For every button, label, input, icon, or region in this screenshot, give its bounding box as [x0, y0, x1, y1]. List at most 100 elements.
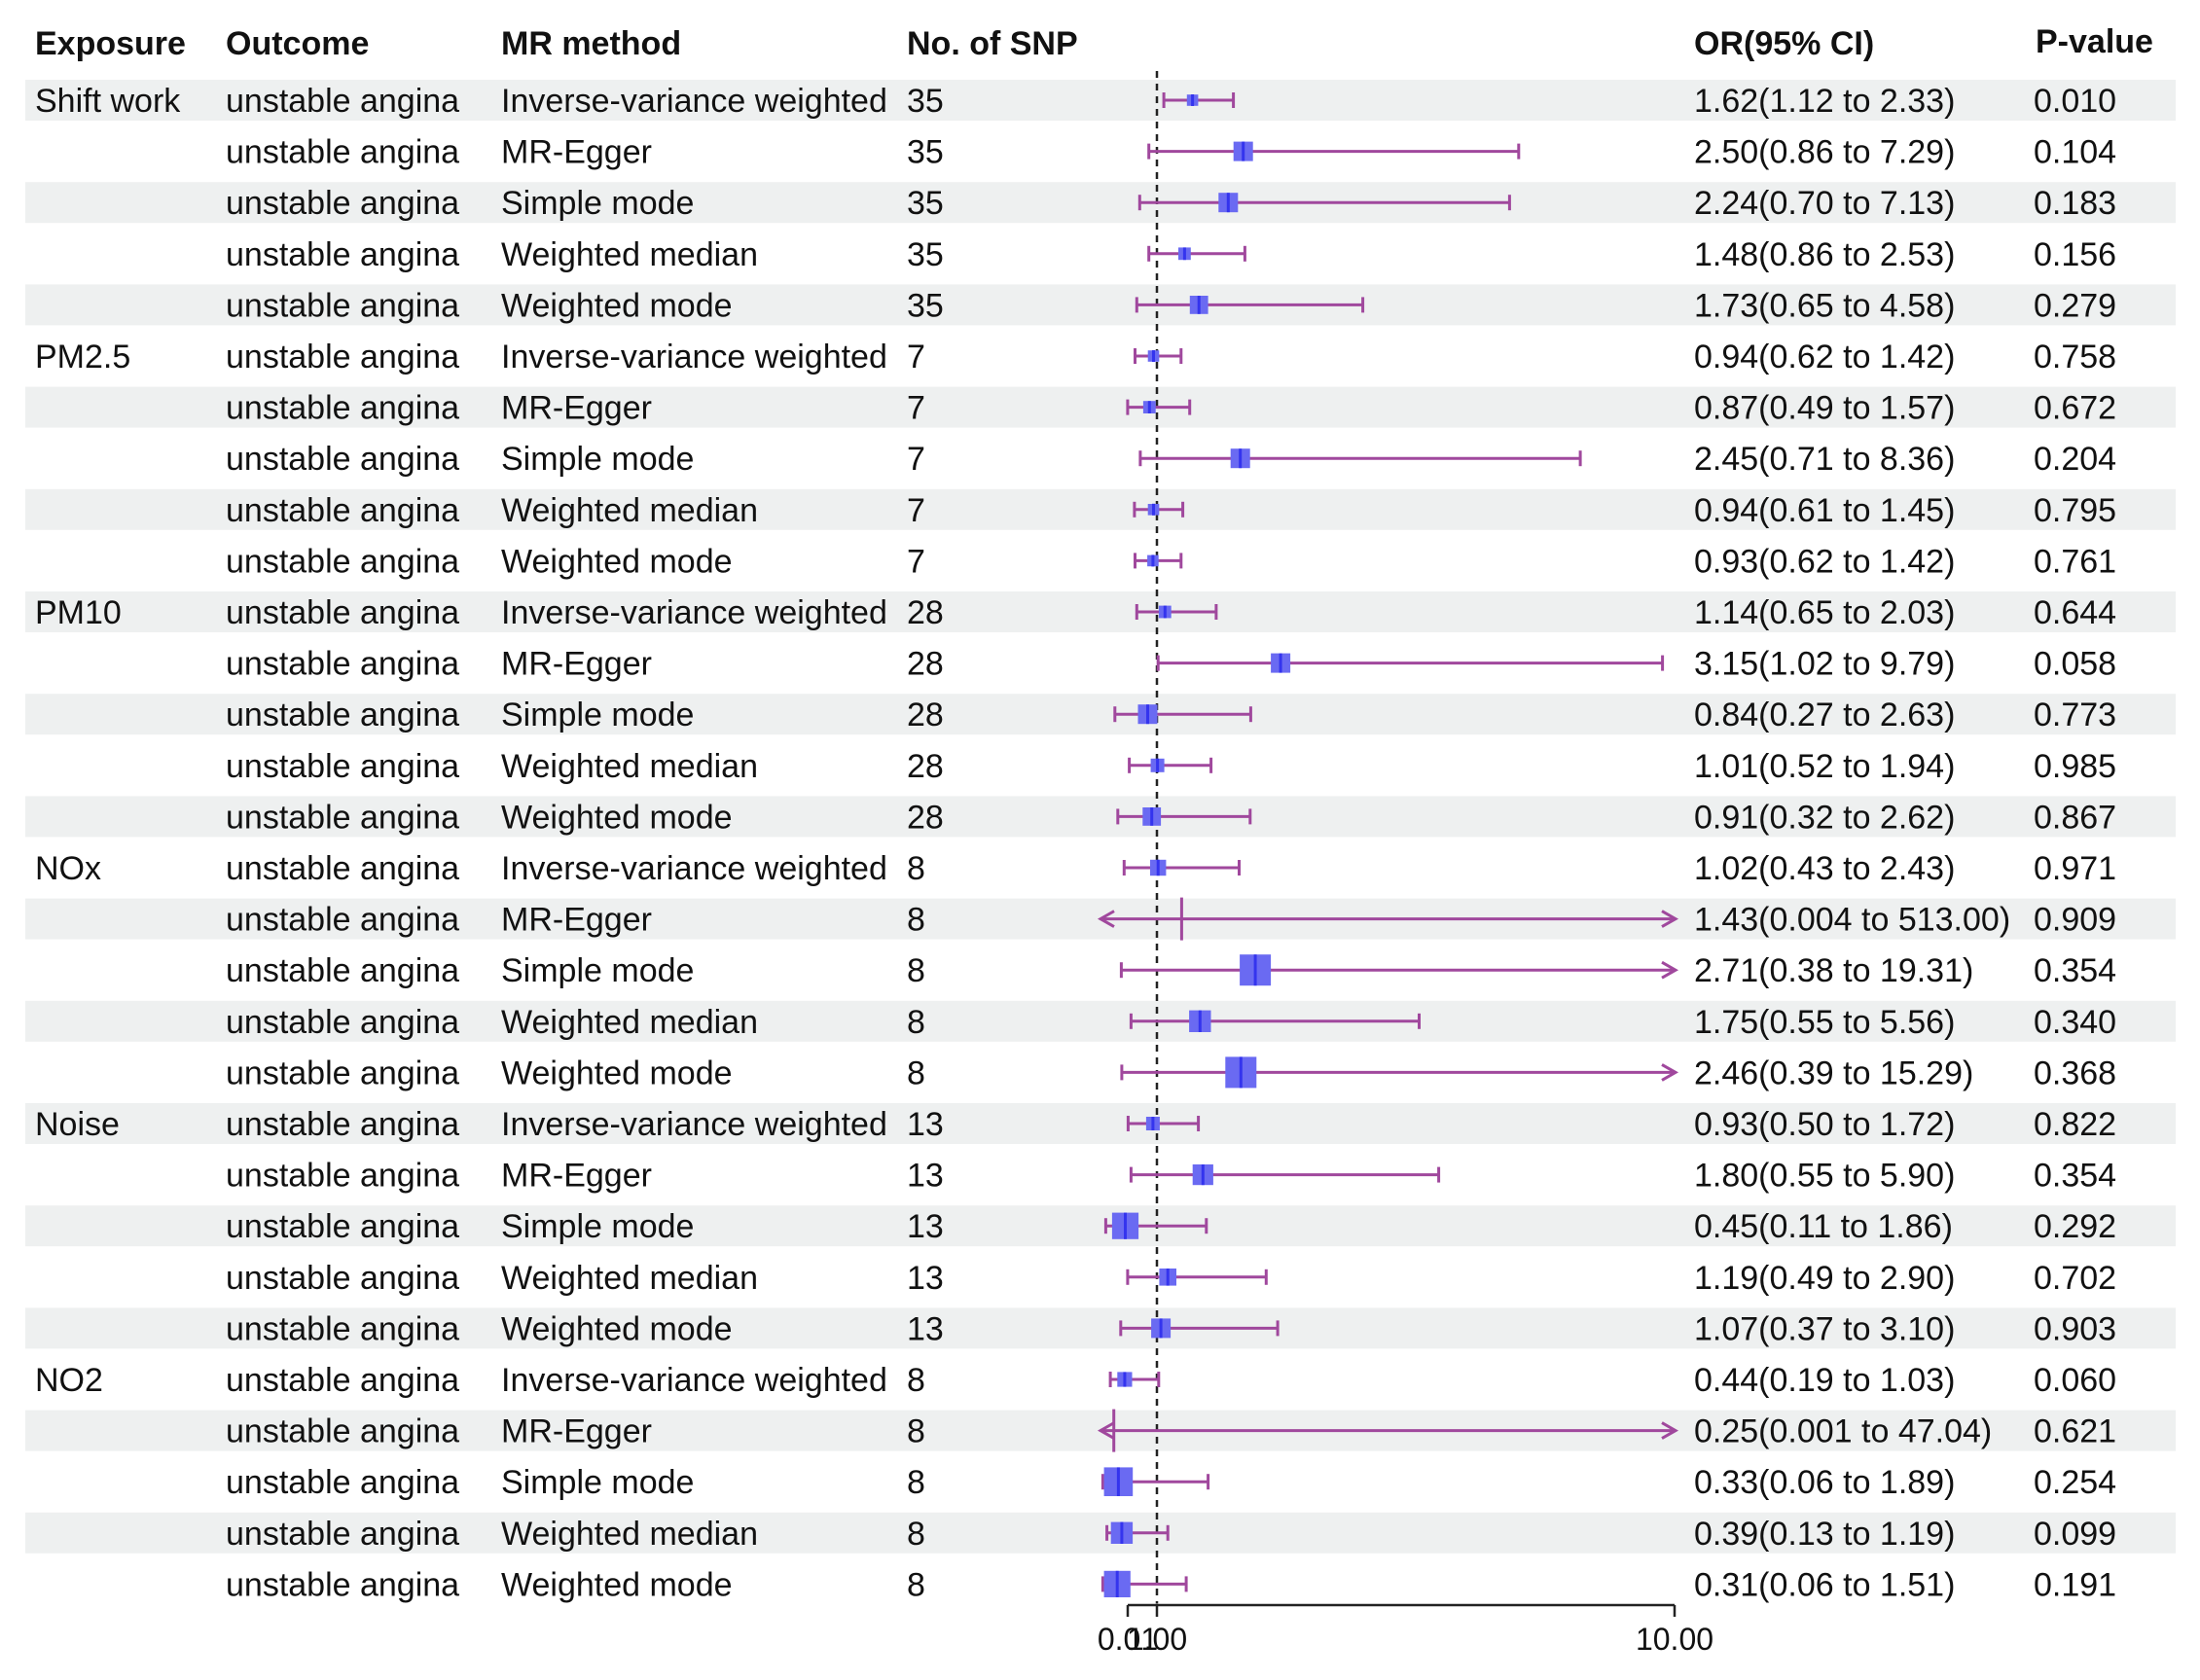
- exposure-label: Shift work: [35, 83, 181, 120]
- snp-count: 35: [907, 287, 944, 324]
- mr-method-label: Weighted median: [501, 492, 758, 529]
- ci-row: [1126, 1269, 1268, 1286]
- p-value: 0.903: [2034, 1310, 2116, 1347]
- mr-method-label: Simple mode: [501, 1464, 694, 1501]
- mr-method-label: Simple mode: [501, 952, 694, 989]
- mr-method-label: Inverse-variance weighted: [501, 339, 887, 375]
- outcome-label: unstable angina: [226, 339, 459, 375]
- outcome-label: unstable angina: [226, 850, 459, 887]
- ci-row: [1156, 653, 1665, 673]
- p-value: 0.621: [2034, 1413, 2116, 1450]
- mr-method-label: Weighted mode: [501, 287, 733, 324]
- x-tick-label: 0.01: [1098, 1622, 1158, 1657]
- ci-arrow-right: [1661, 1063, 1679, 1082]
- snp-count: 13: [907, 1106, 944, 1143]
- or-ci-text: 0.91(0.32 to 2.62): [1694, 799, 1955, 836]
- ci-arrow-right: [1661, 910, 1679, 928]
- mr-method-label: MR-Egger: [501, 134, 652, 171]
- snp-count: 13: [907, 1310, 944, 1347]
- snp-count: 7: [907, 543, 925, 580]
- p-value: 0.822: [2034, 1106, 2116, 1143]
- ci-row: [1097, 1409, 1679, 1452]
- or-ci-text: 1.80(0.55 to 5.90): [1694, 1158, 1955, 1195]
- or-ci-text: 1.43(0.004 to 513.00): [1694, 902, 2010, 939]
- header-or-ci: OR(95% CI): [1694, 25, 1874, 62]
- ci-row: [1147, 141, 1521, 161]
- or-ci-text: 1.07(0.37 to 3.10): [1694, 1310, 1955, 1347]
- row-band: [25, 694, 2176, 735]
- snp-count: 28: [907, 646, 944, 683]
- mr-method-label: Inverse-variance weighted: [501, 1106, 887, 1143]
- ci-row: [1162, 92, 1236, 108]
- row-band: [25, 284, 2176, 326]
- mr-method-label: Simple mode: [501, 1208, 694, 1245]
- or-ci-text: 1.62(1.12 to 2.33): [1694, 83, 1955, 120]
- p-value: 0.644: [2034, 594, 2116, 631]
- outcome-label: unstable angina: [226, 441, 459, 478]
- snp-count: 8: [907, 1362, 925, 1399]
- or-ci-text: 0.87(0.49 to 1.57): [1694, 390, 1955, 427]
- mr-method-label: MR-Egger: [501, 390, 652, 427]
- ci-row: [1126, 1116, 1201, 1131]
- p-value: 0.761: [2034, 543, 2116, 580]
- or-ci-text: 0.84(0.27 to 2.63): [1694, 697, 1955, 733]
- mr-method-label: Weighted mode: [501, 1054, 733, 1091]
- p-value: 0.204: [2034, 441, 2116, 478]
- snp-count: 35: [907, 134, 944, 171]
- ci-row: [1128, 757, 1213, 773]
- snp-count: 35: [907, 185, 944, 222]
- p-value: 0.279: [2034, 287, 2116, 324]
- outcome-label: unstable angina: [226, 185, 459, 222]
- outcome-label: unstable angina: [226, 1260, 459, 1297]
- snp-count: 8: [907, 902, 925, 939]
- outcome-label: unstable angina: [226, 1413, 459, 1450]
- or-ci-text: 2.50(0.86 to 7.29): [1694, 134, 1955, 171]
- table-cells: Shift work unstable angina Inverse-varianc…: [35, 83, 2116, 1603]
- snp-count: 13: [907, 1208, 944, 1245]
- or-ci-text: 1.75(0.55 to 5.56): [1694, 1004, 1955, 1041]
- exposure-label: PM10: [35, 594, 122, 631]
- or-ci-text: 0.94(0.62 to 1.42): [1694, 339, 1955, 375]
- row-band: [25, 796, 2176, 838]
- outcome-label: unstable angina: [226, 1362, 459, 1399]
- mr-method-label: Inverse-variance weighted: [501, 594, 887, 631]
- snp-count: 28: [907, 697, 944, 733]
- or-ci-text: 1.19(0.49 to 2.90): [1694, 1260, 1955, 1297]
- or-ci-text: 2.46(0.39 to 15.29): [1694, 1054, 1973, 1091]
- or-ci-text: 1.01(0.52 to 1.94): [1694, 748, 1955, 785]
- p-value: 0.099: [2034, 1516, 2116, 1553]
- or-ci-text: 0.31(0.06 to 1.51): [1694, 1566, 1955, 1603]
- outcome-label: unstable angina: [226, 1208, 459, 1245]
- outcome-label: unstable angina: [226, 902, 459, 939]
- ci-row: [1113, 704, 1252, 725]
- ci-row: [1129, 1010, 1421, 1032]
- p-value: 0.773: [2034, 697, 2116, 733]
- p-value: 0.340: [2034, 1004, 2116, 1041]
- outcome-label: unstable angina: [226, 646, 459, 683]
- or-ci-text: 2.71(0.38 to 19.31): [1694, 952, 1973, 989]
- outcome-label: unstable angina: [226, 83, 459, 120]
- header-row: Exposure Outcome MR method No. of SNP OR…: [35, 23, 2153, 62]
- ci-row: [1122, 859, 1241, 876]
- snp-count: 13: [907, 1158, 944, 1195]
- row-band: [25, 182, 2176, 224]
- p-value: 0.867: [2034, 799, 2116, 836]
- ci-arrow-right: [1661, 960, 1679, 980]
- or-ci-text: 0.33(0.06 to 1.89): [1694, 1464, 1955, 1501]
- ci-row: [1134, 553, 1183, 569]
- outcome-label: unstable angina: [226, 390, 459, 427]
- p-value: 0.368: [2034, 1054, 2116, 1091]
- mr-method-label: Inverse-variance weighted: [501, 1362, 887, 1399]
- mr-method-label: Weighted mode: [501, 1566, 733, 1603]
- outcome-label: unstable angina: [226, 1566, 459, 1603]
- outcome-label: unstable angina: [226, 1054, 459, 1091]
- mr-method-label: Inverse-variance weighted: [501, 83, 887, 120]
- row-band: [25, 1205, 2176, 1247]
- outcome-label: unstable angina: [226, 1310, 459, 1347]
- snp-count: 8: [907, 1464, 925, 1501]
- mr-method-label: Weighted median: [501, 236, 758, 273]
- snp-count: 7: [907, 390, 925, 427]
- row-band: [25, 1307, 2176, 1349]
- x-tick-label: 10.00: [1636, 1622, 1713, 1657]
